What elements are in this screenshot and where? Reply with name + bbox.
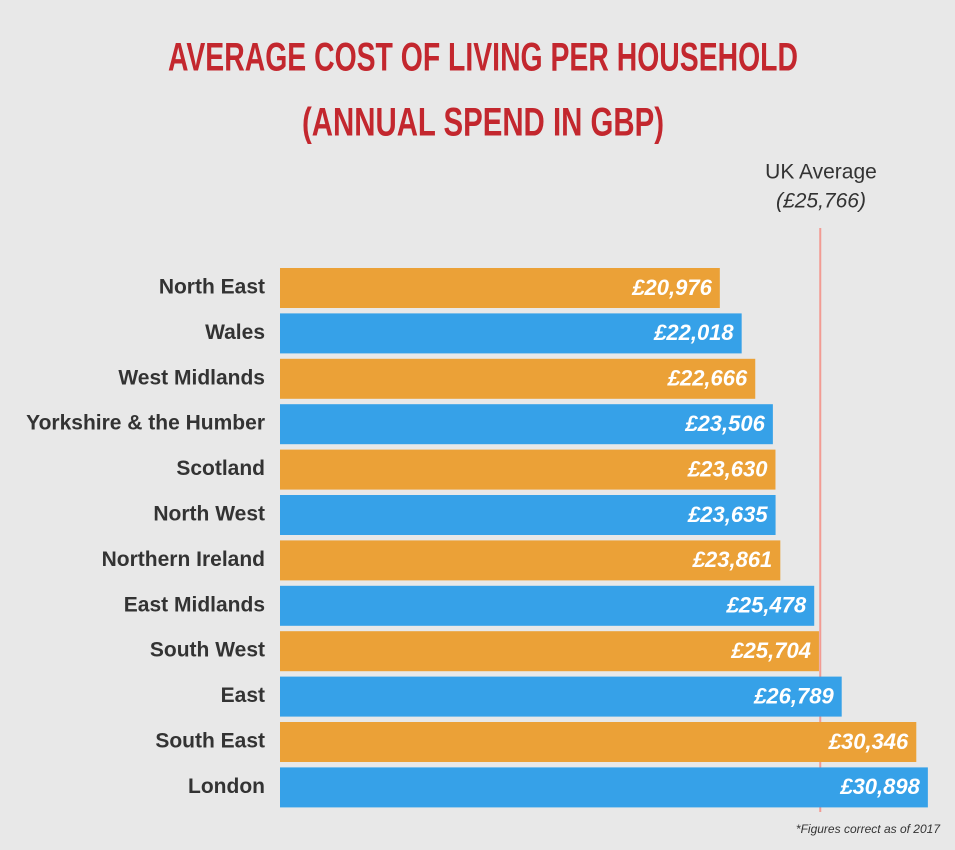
value-label: £25,478 — [726, 593, 807, 618]
bar — [280, 676, 842, 717]
value-label: £23,635 — [687, 502, 768, 527]
value-label: £22,666 — [667, 366, 748, 391]
category-label: North East — [159, 276, 265, 299]
chart-title: (ANNUAL SPEND IN GBP) — [302, 101, 664, 145]
category-label: East Midlands — [124, 593, 265, 616]
value-label: £23,630 — [687, 456, 768, 481]
bar — [280, 495, 776, 535]
value-label: £23,861 — [692, 547, 773, 572]
bar — [280, 404, 773, 445]
bar — [280, 722, 917, 762]
reference-label: UK Average — [765, 161, 877, 184]
category-label: Yorkshire & the Humber — [26, 412, 265, 435]
bar — [280, 767, 928, 808]
bar — [280, 313, 742, 354]
bar — [280, 268, 720, 308]
category-label: East — [221, 684, 265, 707]
value-label: £22,018 — [653, 320, 734, 345]
reference-value-label: (£25,766) — [776, 190, 866, 213]
category-label: North West — [153, 503, 265, 526]
bar — [280, 631, 819, 672]
category-label: Northern Ireland — [102, 548, 265, 571]
value-label: £26,789 — [753, 683, 834, 708]
category-label: Scotland — [176, 457, 265, 480]
value-label: £30,898 — [839, 774, 920, 799]
value-label: £30,346 — [828, 729, 909, 754]
category-label: London — [188, 775, 265, 798]
bar — [280, 358, 756, 399]
category-label: Wales — [205, 321, 265, 344]
footnote: *Figures correct as of 2017 — [796, 822, 941, 836]
category-label: West Midlands — [118, 366, 265, 389]
value-label: £25,704 — [730, 638, 811, 663]
value-label: £20,976 — [631, 275, 712, 300]
category-label: South East — [155, 730, 265, 753]
bar — [280, 585, 815, 626]
value-label: £23,506 — [684, 411, 765, 436]
category-label: South West — [150, 639, 265, 662]
bar — [280, 449, 776, 490]
chart-title: AVERAGE COST OF LIVING PER HOUSEHOLD — [168, 36, 798, 80]
bar — [280, 540, 781, 581]
